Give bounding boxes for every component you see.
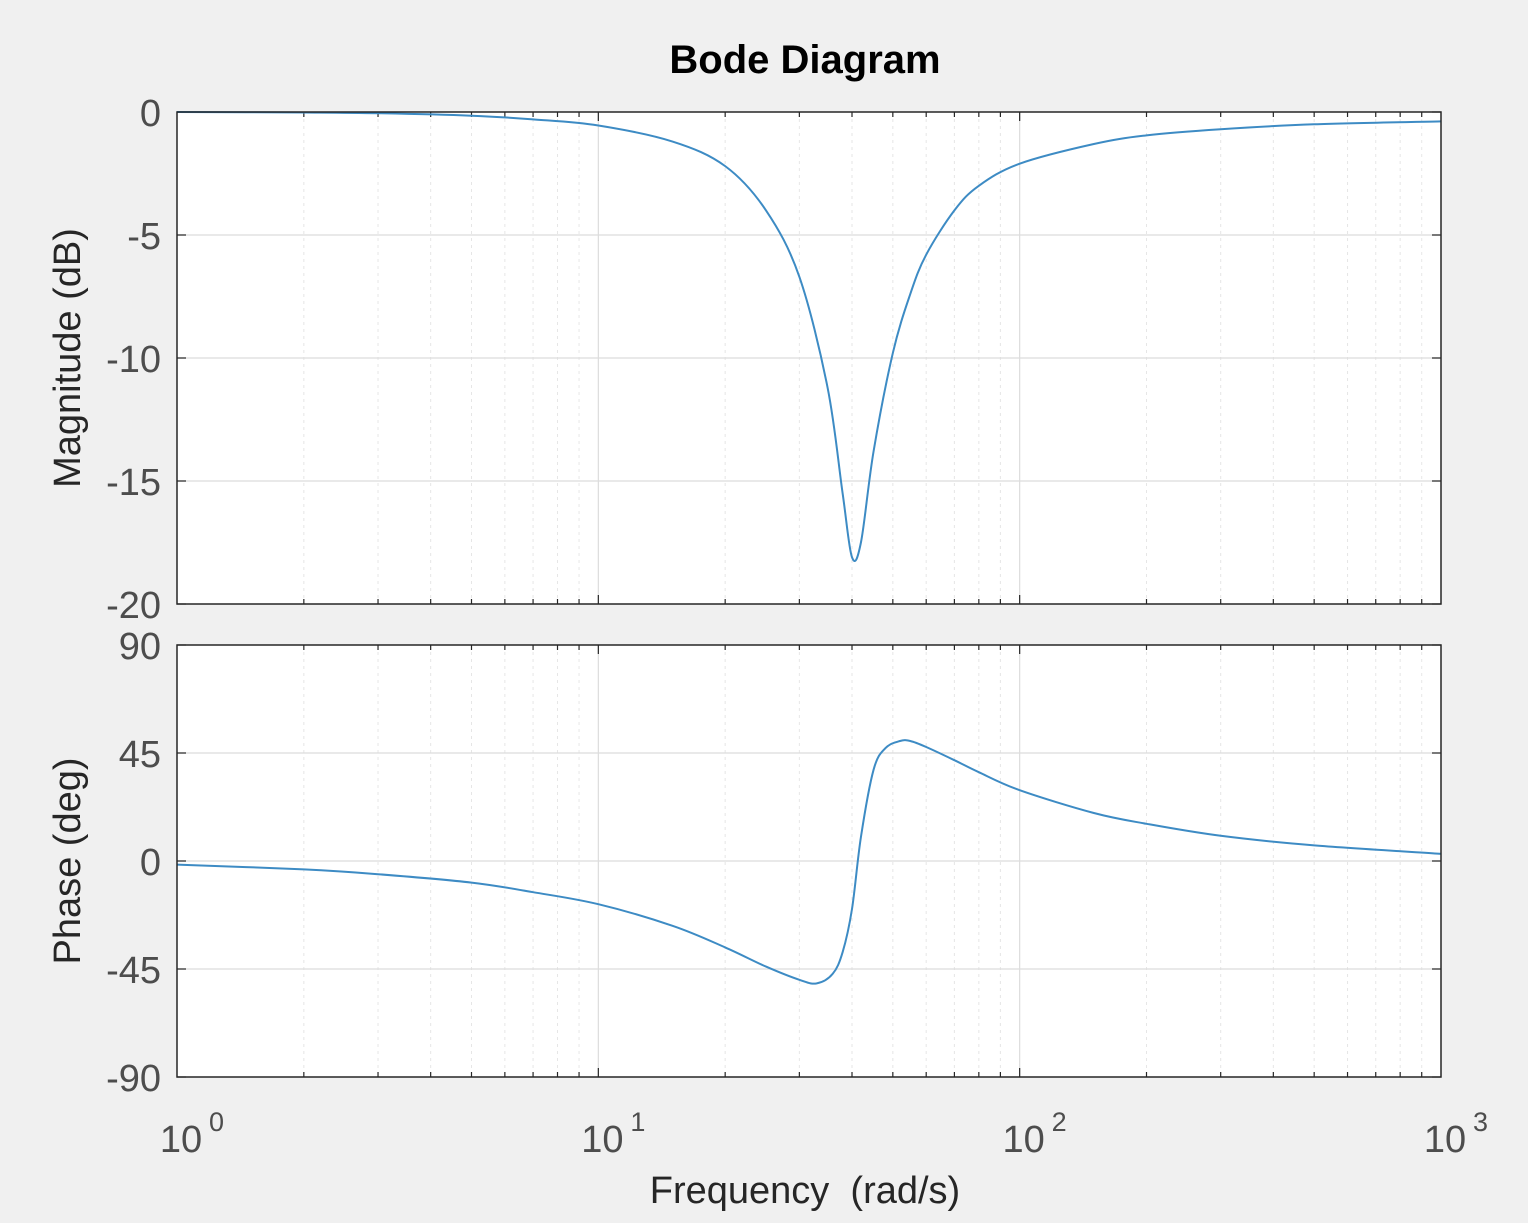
chart-title: Bode Diagram [669,38,940,82]
magnitude-panel: 0 -5 -10 -15 -20 Magnitude (dB) [47,93,1442,627]
x-axis-label: Frequency (rad/s) [650,1170,960,1212]
phase-y-axis-label: Phase (deg) [47,757,89,964]
x-tick-labels: 10 0 10 1 10 2 10 3 [160,1107,1488,1161]
y-tick-label: -5 [127,216,161,258]
y-tick-label: -20 [106,585,161,627]
phase-grid [177,645,1441,1077]
x-tick-label-base: 10 [581,1119,623,1161]
magnitude-ticks [177,111,1441,605]
x-tick-label-exponent: 2 [1052,1107,1067,1137]
y-tick-label: -10 [106,339,161,381]
magnitude-axes-box [176,111,1442,605]
phase-panel: 90 45 0 -45 -90 Phase (deg) [47,626,1442,1100]
x-tick-label-base: 10 [1003,1119,1045,1161]
x-tick-label: 10 1 [581,1107,645,1161]
y-tick-label: -15 [106,462,161,504]
x-tick-label-exponent: 0 [209,1107,224,1137]
x-tick-label-base: 10 [1424,1119,1466,1161]
magnitude-series-line [176,111,1442,562]
magnitude-y-tick-labels: 0 -5 -10 -15 -20 [106,93,161,627]
magnitude-grid [177,112,1441,604]
x-tick-label: 10 2 [1003,1107,1067,1161]
x-tick-label: 10 3 [1424,1107,1488,1161]
y-tick-label: -45 [106,950,161,992]
phase-ticks [177,644,1441,1078]
y-tick-label: 45 [119,734,161,776]
y-tick-label: 0 [140,93,161,135]
x-tick-label-exponent: 1 [630,1107,645,1137]
phase-y-tick-labels: 90 45 0 -45 -90 [106,626,161,1100]
y-tick-label: 90 [119,626,161,668]
x-tick-label: 10 0 [160,1107,224,1161]
y-tick-label: -90 [106,1058,161,1100]
x-tick-label-base: 10 [160,1119,202,1161]
phase-axes-box [176,644,1442,1078]
phase-series-line [176,739,1442,985]
y-tick-label: 0 [140,842,161,884]
x-tick-label-exponent: 3 [1473,1107,1488,1137]
magnitude-y-axis-label: Magnitude (dB) [47,228,89,488]
